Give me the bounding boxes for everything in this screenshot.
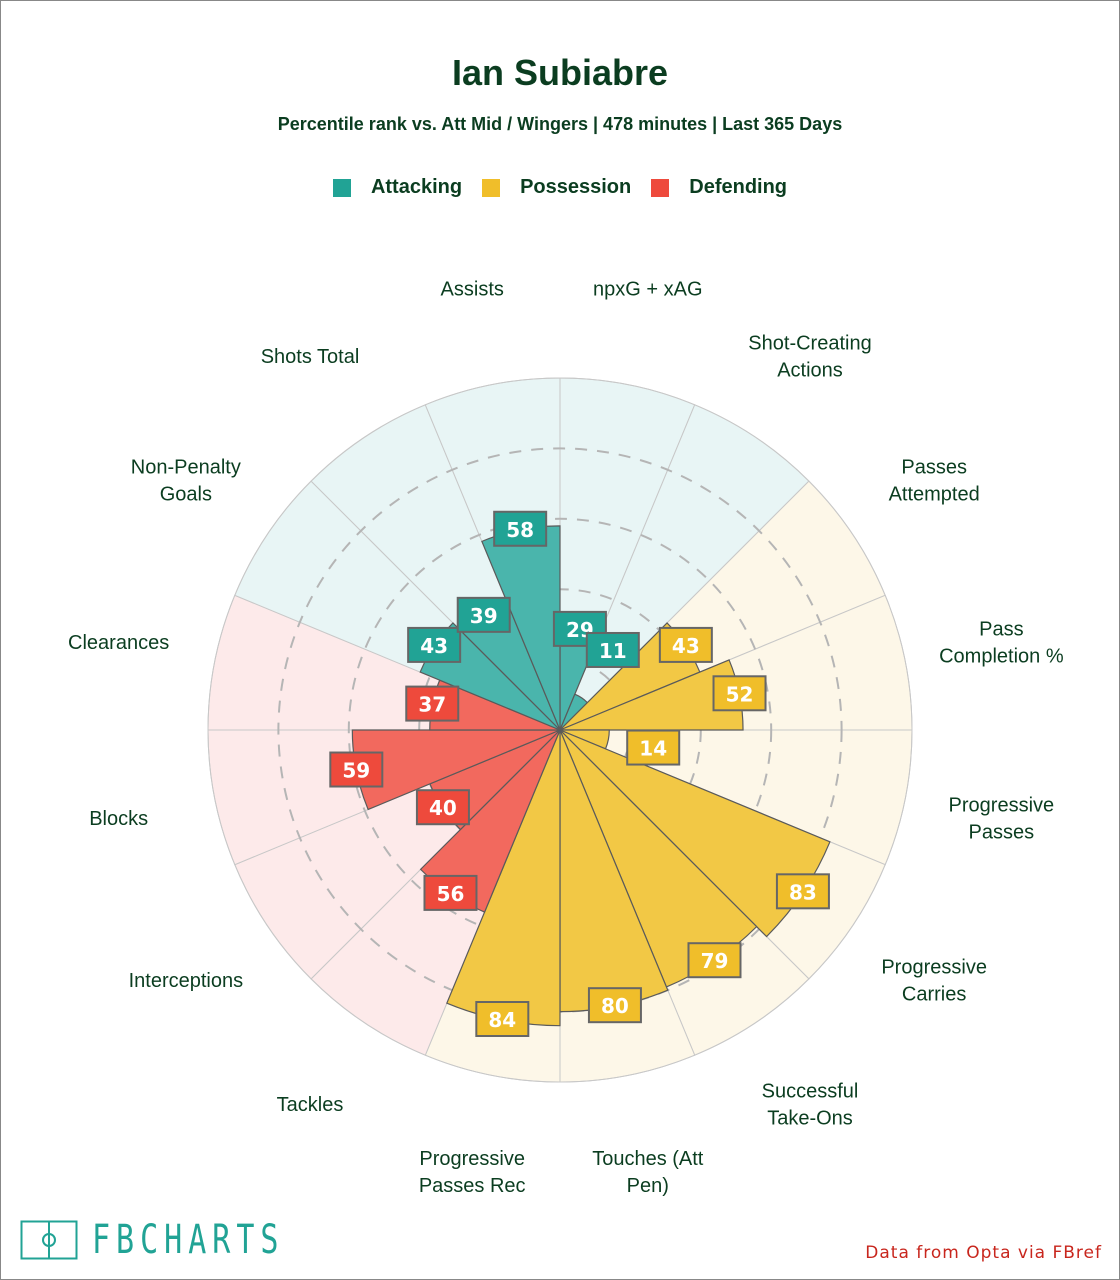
value-text: 43 xyxy=(672,634,700,658)
value-text: 56 xyxy=(437,882,465,906)
value-label-non-penalty-goals: 43 xyxy=(407,626,462,663)
value-box xyxy=(775,873,830,910)
value-box xyxy=(329,751,384,788)
value-label-shots-total: 39 xyxy=(456,596,511,633)
category-label-progressive-carries: Progressive Carries xyxy=(881,957,987,1006)
value-box xyxy=(687,942,742,979)
value-box xyxy=(456,596,511,633)
spokes xyxy=(208,378,912,1082)
category-label-npxg-xag: npxG + xAG xyxy=(593,279,703,301)
logo-text: FBCHARTS xyxy=(92,1217,285,1263)
value-label-interceptions: 40 xyxy=(415,789,470,826)
value-label-successful-take-ons: 79 xyxy=(687,942,742,979)
value-text: 37 xyxy=(418,693,446,717)
value-text: 59 xyxy=(342,759,370,783)
value-box xyxy=(423,874,478,911)
value-label-touches-att-pen: 80 xyxy=(587,987,642,1024)
value-label-progressive-passes: 14 xyxy=(626,729,681,766)
value-box xyxy=(493,510,548,547)
legend-swatch-defending xyxy=(651,178,670,197)
legend-swatch-possession xyxy=(482,178,501,197)
category-label-progressive-passes: Progressive Passes xyxy=(949,794,1055,843)
fbcharts-logo: FBCHARTS xyxy=(20,1217,349,1263)
legend-item-attacking: Attacking xyxy=(332,176,463,199)
legend-item-possession: Possession xyxy=(482,176,631,199)
grid-ring-100 xyxy=(207,377,913,1083)
value-label-assists: 58 xyxy=(493,510,548,547)
value-label-progressive-passes-rec: 84 xyxy=(475,1000,530,1037)
category-label-shots-total: Shots Total xyxy=(261,346,360,368)
category-label-tackles: Tackles xyxy=(277,1094,344,1116)
value-box xyxy=(407,626,462,663)
value-label-clearances: 37 xyxy=(405,685,460,722)
data-credit: Data from Opta via FBref xyxy=(865,1243,1102,1263)
value-label-progressive-carries: 83 xyxy=(775,873,830,910)
chart-subtitle: Percentile rank vs. Att Mid / Wingers | … xyxy=(277,114,843,134)
value-text: 43 xyxy=(420,634,448,658)
category-labels: npxG + xAG Shot-Creating Actions Passes Atte… xyxy=(68,279,1064,1197)
value-box xyxy=(626,729,681,766)
chart-title: Ian Subiabre xyxy=(451,52,669,93)
legend-label-defending: Defending xyxy=(689,176,788,198)
value-text: 11 xyxy=(599,639,627,663)
category-label-shot-creating-actions: Shot-Creating Actions xyxy=(748,332,871,381)
value-text: 83 xyxy=(789,880,817,904)
category-label-assists: Assists xyxy=(441,279,504,301)
value-label-passes-attempted: 43 xyxy=(658,626,713,663)
legend-swatch-attacking xyxy=(332,178,351,197)
value-text: 79 xyxy=(701,949,729,973)
value-box xyxy=(405,685,460,722)
legend-item-defending: Defending xyxy=(651,176,787,199)
value-text: 58 xyxy=(506,518,534,542)
value-box xyxy=(587,987,642,1024)
legend: Attacking Possession Defending xyxy=(0,176,1120,199)
legend-label-possession: Possession xyxy=(520,176,632,198)
value-text: 52 xyxy=(726,682,754,706)
value-bars xyxy=(351,525,831,1027)
category-label-progressive-passes-rec: Progressive Passes Rec xyxy=(419,1148,526,1197)
value-label-shot-creating-actions: 11 xyxy=(585,631,640,668)
value-label-tackles: 56 xyxy=(423,874,478,911)
category-label-successful-take-ons: Successful Take-Ons xyxy=(762,1081,859,1130)
value-text: 40 xyxy=(429,796,457,820)
value-text: 14 xyxy=(639,737,667,761)
value-text: 80 xyxy=(601,994,629,1018)
category-label-touches-att-pen: Touches (Att Pen) xyxy=(592,1148,704,1197)
value-box xyxy=(415,789,470,826)
value-text: 84 xyxy=(488,1008,516,1032)
value-box xyxy=(658,626,713,663)
value-label-blocks: 59 xyxy=(329,751,384,788)
value-box xyxy=(475,1000,530,1037)
category-label-pass-completion: Pass Completion % xyxy=(939,619,1064,668)
category-label-blocks: Blocks xyxy=(89,808,148,830)
value-box xyxy=(712,675,767,712)
category-label-non-penalty-goals: Non-Penalty Goals xyxy=(131,456,241,505)
value-text: 39 xyxy=(470,604,498,628)
legend-label-attacking: Attacking xyxy=(370,176,463,198)
category-label-passes-attempted: Passes Attempted xyxy=(889,456,980,505)
category-label-clearances: Clearances xyxy=(68,632,169,654)
category-label-interceptions: Interceptions xyxy=(129,970,244,992)
pitch-icon xyxy=(20,1220,78,1260)
value-box xyxy=(585,631,640,668)
value-label-pass-completion: 52 xyxy=(712,675,767,712)
